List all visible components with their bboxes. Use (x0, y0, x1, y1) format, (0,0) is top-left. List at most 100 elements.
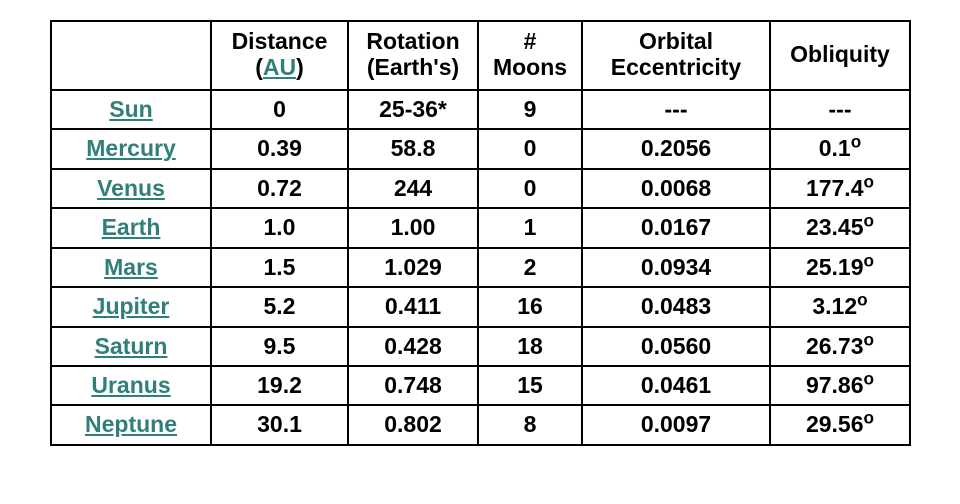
cell-rotation: 25-36* (348, 90, 478, 129)
cell-distance: 1.0 (211, 208, 348, 247)
obliquity-value: 23.45 (806, 214, 864, 240)
header-rotation-bottom: (Earth's) (353, 54, 473, 80)
obliquity-value: 29.56 (806, 411, 864, 437)
cell-body-name: Saturn (51, 327, 211, 366)
header-rotation: Rotation (Earth's) (348, 21, 478, 90)
cell-distance: 0 (211, 90, 348, 129)
cell-body-name: Neptune (51, 405, 211, 444)
cell-rotation: 0.428 (348, 327, 478, 366)
degree-symbol: o (864, 250, 875, 270)
header-obliquity: Obliquity (770, 21, 910, 90)
obliquity-value: --- (829, 96, 852, 122)
degree-symbol: o (864, 368, 875, 388)
cell-body-name: Jupiter (51, 287, 211, 326)
degree-symbol: o (851, 132, 862, 152)
degree-symbol: o (857, 289, 868, 309)
header-distance-top: Distance (232, 28, 328, 54)
cell-rotation: 0.411 (348, 287, 478, 326)
cell-distance: 1.5 (211, 248, 348, 287)
cell-moons: 9 (478, 90, 582, 129)
cell-moons: 15 (478, 366, 582, 405)
cell-distance: 0.72 (211, 169, 348, 208)
header-rotation-top: Rotation (366, 28, 459, 54)
cell-moons: 18 (478, 327, 582, 366)
degree-symbol: o (864, 329, 875, 349)
body-link[interactable]: Neptune (85, 411, 177, 437)
cell-eccentricity: 0.0461 (582, 366, 770, 405)
cell-eccentricity: 0.2056 (582, 129, 770, 168)
cell-body-name: Mars (51, 248, 211, 287)
table-row: Sun025-36*9------ (51, 90, 910, 129)
cell-distance: 5.2 (211, 287, 348, 326)
obliquity-value: 26.73 (806, 333, 864, 359)
cell-moons: 1 (478, 208, 582, 247)
header-moons-top: # (524, 28, 537, 54)
obliquity-value: 3.12 (812, 293, 857, 319)
cell-body-name: Sun (51, 90, 211, 129)
cell-body-name: Uranus (51, 366, 211, 405)
paren-close: ) (296, 54, 304, 80)
cell-obliquity: 25.19o (770, 248, 910, 287)
body-link[interactable]: Mars (104, 254, 158, 280)
table-row: Mars1.51.02920.093425.19o (51, 248, 910, 287)
degree-symbol: o (864, 408, 875, 428)
cell-rotation: 244 (348, 169, 478, 208)
body-link[interactable]: Mercury (86, 135, 175, 161)
paren-open: ( (255, 54, 263, 80)
obliquity-value: 25.19 (806, 254, 864, 280)
table-row: Mercury0.3958.800.20560.1o (51, 129, 910, 168)
body-link[interactable]: Sun (109, 96, 152, 122)
cell-rotation: 0.748 (348, 366, 478, 405)
body-link[interactable]: Uranus (91, 372, 170, 398)
obliquity-value: 177.4 (806, 175, 864, 201)
table-header-row: Distance (AU) Rotation (Earth's) # Moons… (51, 21, 910, 90)
cell-rotation: 1.029 (348, 248, 478, 287)
body-link[interactable]: Earth (102, 214, 161, 240)
cell-eccentricity: 0.0167 (582, 208, 770, 247)
table-body: Sun025-36*9------Mercury0.3958.800.20560… (51, 90, 910, 445)
cell-body-name: Earth (51, 208, 211, 247)
header-body (51, 21, 211, 90)
cell-distance: 30.1 (211, 405, 348, 444)
header-ecc-top: Orbital (639, 28, 713, 54)
body-link[interactable]: Venus (97, 175, 165, 201)
cell-moons: 0 (478, 169, 582, 208)
cell-obliquity: --- (770, 90, 910, 129)
cell-eccentricity: 0.0068 (582, 169, 770, 208)
body-link[interactable]: Saturn (95, 333, 168, 359)
cell-obliquity: 23.45o (770, 208, 910, 247)
cell-moons: 8 (478, 405, 582, 444)
au-link[interactable]: AU (263, 54, 296, 80)
header-moons-bottom: Moons (483, 54, 577, 80)
cell-eccentricity: 0.0934 (582, 248, 770, 287)
table-row: Uranus19.20.748150.046197.86o (51, 366, 910, 405)
degree-symbol: o (864, 211, 875, 231)
header-ecc-bottom: Eccentricity (587, 54, 765, 80)
solar-system-table: Distance (AU) Rotation (Earth's) # Moons… (50, 20, 911, 446)
cell-distance: 9.5 (211, 327, 348, 366)
cell-obliquity: 0.1o (770, 129, 910, 168)
cell-rotation: 0.802 (348, 405, 478, 444)
body-link[interactable]: Jupiter (93, 293, 170, 319)
obliquity-value: 97.86 (806, 372, 864, 398)
cell-rotation: 58.8 (348, 129, 478, 168)
cell-moons: 2 (478, 248, 582, 287)
table-row: Saturn 9.50.428180.0560 26.73o (51, 327, 910, 366)
table-row: Neptune30.10.80280.009729.56o (51, 405, 910, 444)
cell-moons: 0 (478, 129, 582, 168)
cell-rotation: 1.00 (348, 208, 478, 247)
obliquity-value: 0.1 (819, 135, 851, 161)
table-row: Earth1.01.0010.016723.45o (51, 208, 910, 247)
header-obliquity-label: Obliquity (790, 41, 890, 67)
cell-obliquity: 97.86o (770, 366, 910, 405)
cell-eccentricity: 0.0097 (582, 405, 770, 444)
table-row: Venus0.7224400.0068177.4o (51, 169, 910, 208)
cell-eccentricity: 0.0560 (582, 327, 770, 366)
cell-obliquity: 29.56o (770, 405, 910, 444)
header-moons: # Moons (478, 21, 582, 90)
cell-body-name: Venus (51, 169, 211, 208)
cell-eccentricity: --- (582, 90, 770, 129)
cell-distance: 0.39 (211, 129, 348, 168)
cell-body-name: Mercury (51, 129, 211, 168)
cell-moons: 16 (478, 287, 582, 326)
